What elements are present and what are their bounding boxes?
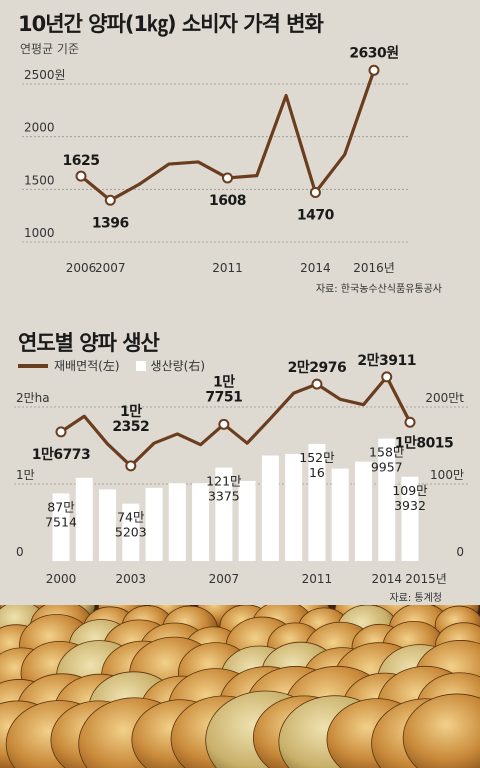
y-right-tick-label: 100만 [430, 468, 464, 482]
x-tick-label: 2003 [116, 572, 147, 586]
production-bar [52, 493, 70, 561]
production-bar [401, 476, 419, 561]
x-tick-label: 2015년 [405, 572, 447, 586]
legend-line-swatch [18, 363, 48, 368]
chart1-subtitle: 연평균 기준 [20, 42, 80, 56]
production-bar [99, 489, 117, 561]
production-bar [122, 503, 140, 561]
x-tick-label: 2014 [300, 261, 331, 275]
price-point [75, 170, 87, 182]
production-data-label: 109만 3932 [392, 483, 428, 513]
production-data-label: 152만 16 [299, 450, 335, 480]
y-right-tick-label: 200만t [425, 391, 464, 405]
price-data-label: 1396 [92, 215, 129, 231]
price-point [104, 194, 116, 206]
production-combo-chart: 0 1만 2만ha 0 100만 200만t 1만6773 1만 2352 1만 7751 2만297… [14, 353, 468, 586]
production-bar [261, 455, 279, 561]
production-bar [354, 461, 372, 561]
x-tick-label: 2007 [95, 261, 126, 275]
area-data-label: 2만2976 [288, 360, 347, 376]
production-data-label: 74만 5203 [115, 510, 147, 540]
production-bar [308, 443, 326, 561]
area-point [125, 460, 137, 472]
area-point [55, 426, 67, 438]
production-bar [192, 483, 210, 561]
x-tick-label: 2011 [212, 261, 243, 275]
production-bar [238, 480, 256, 561]
y-left-tick-label: 2만ha [16, 391, 50, 405]
price-data-label: 1470 [297, 207, 335, 223]
area-line [60, 375, 412, 468]
y-tick-label: 2000 [24, 121, 55, 135]
area-data-label: 1만6773 [32, 447, 91, 463]
area-point [311, 378, 323, 390]
x-tick-label: 2000 [46, 572, 77, 586]
production-data-label: 158만 9957 [369, 445, 405, 475]
production-bar [331, 468, 349, 561]
legend-bar-swatch [135, 360, 146, 371]
price-point [309, 186, 321, 198]
production-bar [168, 483, 186, 561]
y-right-tick-label: 0 [456, 545, 464, 559]
production-data-label: 121만 3375 [206, 474, 242, 504]
x-tick-label: 2011 [302, 572, 333, 586]
area-data-label: 1만8015 [395, 435, 454, 451]
y-tick-label: 1500 [24, 173, 55, 187]
chart2-title: 연도별 양파 생산 [18, 331, 160, 355]
area-data-label: 1만 7751 [205, 374, 242, 405]
price-data-label: 1625 [63, 153, 100, 169]
production-bar [75, 477, 93, 561]
production-bar [285, 453, 303, 561]
price-point [222, 172, 233, 184]
price-data-label: 1608 [209, 193, 246, 209]
chart1-title: 10년간 양파(1㎏) 소비자 가격 변화 [18, 12, 324, 36]
price-point [368, 64, 380, 76]
production-data-label: 87만 7514 [45, 499, 77, 529]
x-tick-label: 2007 [209, 572, 240, 586]
area-point [404, 416, 416, 428]
x-tick-label: 2014 [371, 572, 402, 586]
x-tick-label: 2016년 [353, 261, 395, 275]
y-tick-label: 1000 [24, 226, 55, 240]
chart2-legend: 재배면적(左) 생산량(右) [18, 357, 205, 374]
production-bar [215, 467, 233, 561]
area-data-label: 1만 2352 [112, 404, 149, 435]
legend-area-label: 재배면적(左) [54, 359, 120, 373]
production-bar [145, 487, 163, 561]
production-bar [378, 438, 396, 561]
area-point [381, 371, 393, 383]
y-left-tick-label: 1만 [16, 468, 35, 482]
y-left-tick-label: 0 [16, 545, 24, 559]
x-tick-label: 2006 [66, 261, 97, 275]
onion-pile-image [0, 605, 480, 768]
y-tick-label: 2500원 [24, 68, 66, 82]
onion-shape [402, 693, 480, 768]
price-data-label: 2630원 [349, 45, 398, 61]
legend-prod-label: 생산량(右) [150, 359, 206, 373]
chart1-source: 자료: 한국농수산식품유통공사 [315, 284, 442, 295]
chart2-source: 자료: 통계청 [389, 593, 442, 604]
area-point [218, 418, 230, 430]
price-line-chart: 1000 1500 2000 2500원 1625 1396 1608 1470 2630원 20… [22, 45, 410, 275]
area-data-label: 2만3911 [357, 353, 416, 369]
